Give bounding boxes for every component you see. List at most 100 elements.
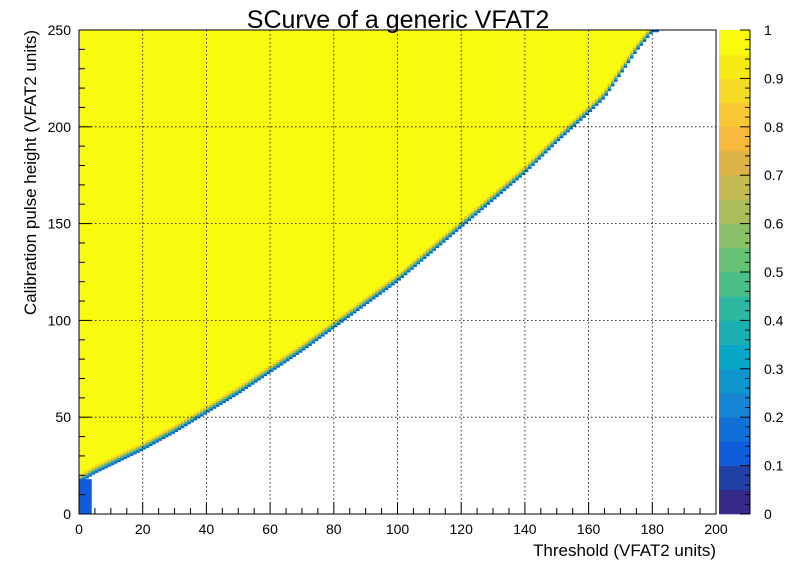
heatmap-cell-transition	[391, 283, 395, 286]
color-bar-segment	[719, 368, 750, 394]
heatmap-cell-noise	[79, 502, 92, 507]
heatmap-cell-transition	[633, 45, 637, 49]
heatmap-cell-transition	[489, 199, 494, 203]
heatmap-cell-full	[171, 30, 175, 426]
heatmap-cell-transition	[649, 30, 653, 33]
heatmap-cell-transition	[171, 431, 175, 434]
heatmap-cell-transition	[591, 102, 596, 106]
heatmap-cell-transition	[458, 224, 462, 228]
heatmap-cell-transition	[365, 297, 370, 301]
heatmap-cell-transition	[126, 453, 131, 456]
heatmap-cell-transition	[282, 355, 287, 358]
heatmap-cell-noise	[79, 483, 92, 488]
heatmap-cell-transition	[219, 398, 223, 402]
heatmap-cell-transition	[161, 431, 166, 434]
heatmap-cell-transition	[547, 146, 551, 149]
heatmap-cell-transition	[301, 344, 306, 347]
heatmap-cell-transition	[563, 131, 567, 134]
heatmap-cell-transition	[384, 287, 389, 291]
color-bar-segment	[719, 223, 750, 249]
heatmap-cell-transition	[203, 412, 207, 415]
heatmap-cell-transition	[301, 348, 306, 351]
heatmap-cell-transition	[292, 354, 296, 357]
heatmap-cell-transition	[356, 302, 360, 306]
heatmap-cell-transition	[295, 350, 300, 353]
heatmap-cell-transition	[486, 198, 491, 201]
heatmap-cell-full	[639, 30, 644, 38]
heatmap-cell-transition	[88, 474, 93, 477]
heatmap-cell-full	[276, 30, 280, 360]
heatmap-cell-transition	[273, 367, 277, 370]
heatmap-cell-full	[537, 30, 542, 152]
heatmap-cell-full	[126, 30, 131, 450]
heatmap-cell-transition	[206, 408, 210, 411]
heatmap-cell-transition	[537, 151, 542, 154]
heatmap-cell-transition	[429, 249, 433, 252]
heatmap-cell-transition	[502, 185, 507, 188]
heatmap-cell-transition	[88, 470, 93, 473]
heatmap-cell-transition	[372, 297, 376, 300]
heatmap-cell-transition	[493, 191, 497, 194]
heatmap-cell-transition	[407, 270, 411, 273]
heatmap-cell-full	[594, 30, 599, 98]
heatmap-cell-full	[416, 30, 421, 257]
heatmap-cell-full	[636, 30, 640, 42]
heatmap-cell-transition	[617, 69, 621, 72]
heatmap-cell-transition	[222, 394, 226, 398]
heatmap-cell-full	[365, 30, 370, 297]
heatmap-cell-transition	[394, 275, 398, 278]
heatmap-cell-full	[368, 30, 373, 294]
heatmap-cell-transition	[228, 394, 233, 398]
heatmap-cell-transition	[305, 342, 309, 345]
heatmap-cell-full	[152, 30, 156, 437]
heatmap-cell-transition	[496, 188, 500, 191]
heatmap-cell-transition	[228, 396, 233, 400]
heatmap-cell-transition	[645, 31, 650, 35]
heatmap-cell-transition	[88, 472, 93, 475]
heatmap-cell-noise	[79, 479, 92, 484]
heatmap-cell-transition	[588, 107, 593, 111]
heatmap-cell-transition	[238, 385, 242, 388]
heatmap-cell-transition	[594, 101, 599, 104]
heatmap-cell-transition	[594, 99, 599, 102]
heatmap-cell-transition	[327, 327, 331, 330]
heatmap-cell-transition	[110, 462, 115, 466]
heatmap-cell-transition	[378, 286, 382, 289]
heatmap-cell-full	[582, 30, 586, 110]
heatmap-cell-full	[142, 30, 147, 442]
heatmap-cell-transition	[601, 95, 605, 98]
heatmap-cell-transition	[381, 288, 386, 291]
heatmap-cell-transition	[601, 91, 605, 94]
heatmap-cell-transition	[152, 438, 156, 441]
heatmap-cell-full	[598, 30, 602, 95]
heatmap-cell-transition	[372, 295, 376, 298]
heatmap-cell-transition	[454, 229, 459, 232]
heatmap-cell-transition	[209, 408, 214, 411]
heatmap-cell-transition	[493, 195, 497, 198]
heatmap-cell-transition	[225, 394, 229, 398]
heatmap-cell-transition	[642, 35, 647, 39]
heatmap-cell-transition	[136, 446, 140, 449]
heatmap-cell-transition	[279, 363, 284, 366]
heatmap-cell-transition	[324, 328, 328, 331]
heatmap-cell-full	[620, 30, 624, 65]
heatmap-cell-transition	[196, 410, 201, 413]
heatmap-cell-transition	[410, 261, 414, 264]
heatmap-cell-transition	[273, 363, 277, 366]
heatmap-cell-transition	[528, 162, 532, 166]
heatmap-cell-transition	[343, 314, 347, 317]
y-tick-label: 150	[48, 216, 72, 232]
heatmap-cell-transition	[550, 141, 554, 144]
heatmap-cell-full	[120, 30, 124, 453]
heatmap-cells	[79, 30, 659, 515]
heatmap-cell-transition	[241, 388, 245, 392]
heatmap-cell-transition	[499, 191, 503, 194]
heatmap-cell-full	[461, 30, 465, 219]
heatmap-cell-transition	[161, 436, 166, 440]
heatmap-cell-transition	[152, 442, 156, 445]
heatmap-cell-full	[273, 30, 277, 362]
heatmap-cell-full	[231, 30, 236, 390]
heatmap-cell-transition	[531, 159, 535, 162]
heatmap-cell-transition	[582, 109, 586, 113]
